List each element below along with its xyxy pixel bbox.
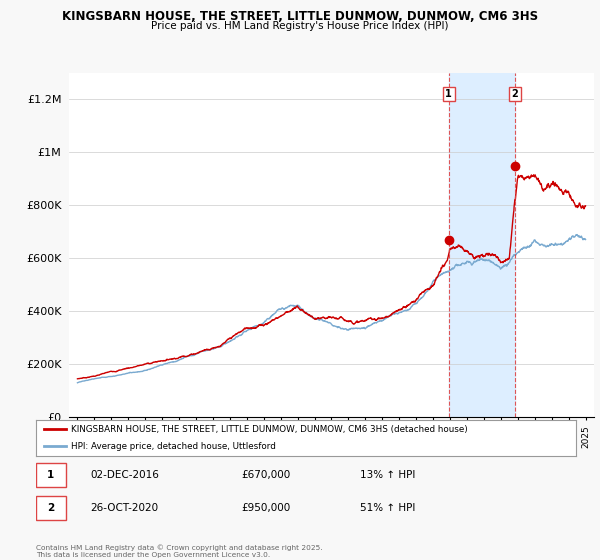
Bar	[449, 73, 515, 417]
FancyBboxPatch shape	[36, 464, 66, 487]
Text: 2: 2	[512, 89, 518, 99]
Text: 1: 1	[47, 470, 54, 480]
FancyBboxPatch shape	[509, 87, 521, 101]
Text: £950,000: £950,000	[241, 503, 290, 513]
Text: KINGSBARN HOUSE, THE STREET, LITTLE DUNMOW, DUNMOW, CM6 3HS (detached house): KINGSBARN HOUSE, THE STREET, LITTLE DUNM…	[71, 424, 468, 433]
Text: 02-DEC-2016: 02-DEC-2016	[90, 470, 159, 480]
Text: 2: 2	[47, 503, 54, 513]
Text: Price paid vs. HM Land Registry's House Price Index (HPI): Price paid vs. HM Land Registry's House …	[151, 21, 449, 31]
Text: £670,000: £670,000	[241, 470, 290, 480]
Text: HPI: Average price, detached house, Uttlesford: HPI: Average price, detached house, Uttl…	[71, 442, 276, 451]
Text: 13% ↑ HPI: 13% ↑ HPI	[360, 470, 415, 480]
Text: KINGSBARN HOUSE, THE STREET, LITTLE DUNMOW, DUNMOW, CM6 3HS: KINGSBARN HOUSE, THE STREET, LITTLE DUNM…	[62, 10, 538, 23]
Text: Contains HM Land Registry data © Crown copyright and database right 2025.
This d: Contains HM Land Registry data © Crown c…	[36, 544, 323, 558]
FancyBboxPatch shape	[443, 87, 455, 101]
Text: 51% ↑ HPI: 51% ↑ HPI	[360, 503, 415, 513]
Text: 26-OCT-2020: 26-OCT-2020	[90, 503, 158, 513]
FancyBboxPatch shape	[36, 496, 66, 520]
Text: 1: 1	[445, 89, 452, 99]
